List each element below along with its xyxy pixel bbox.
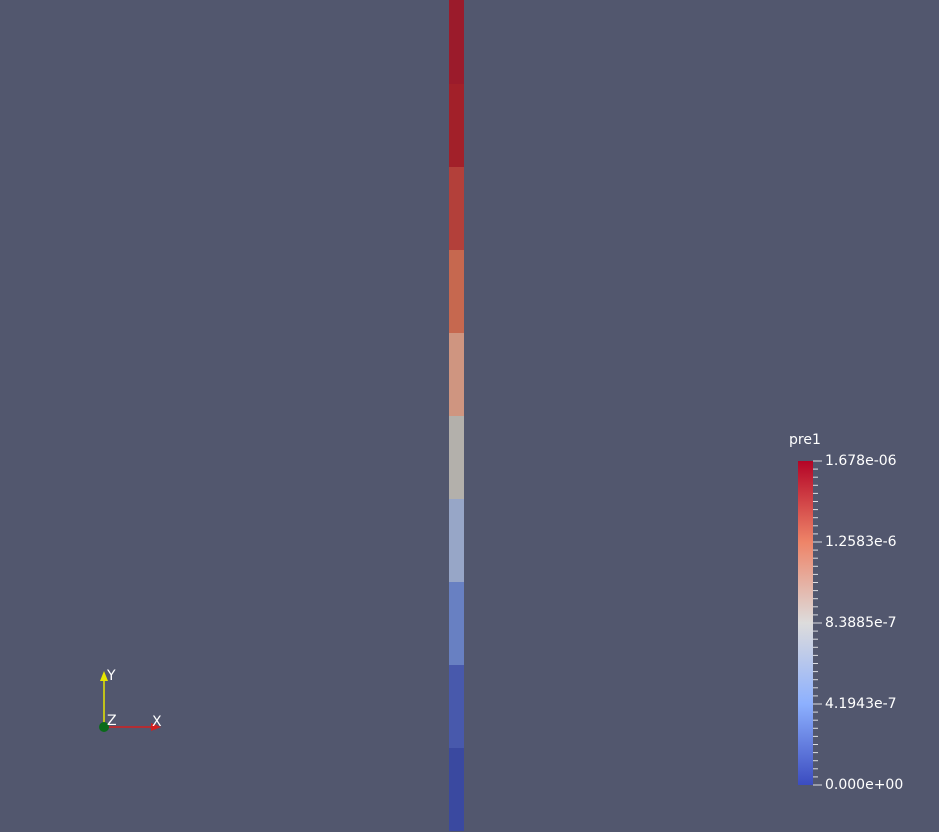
mesh-cell [449,665,464,748]
mesh-cell [449,416,464,499]
y-axis-label: Y [106,668,116,684]
z-axis [99,722,109,732]
color-legend: pre1 1.678e-06 1.2583e-6 8.3885e-7 4.1943e-… [789,432,903,793]
mesh-cell [449,582,464,665]
x-arrow [151,723,161,731]
mesh-cell [449,84,464,167]
legend-tick-label: 1.678e-06 [825,453,897,469]
mesh-cell [449,499,464,582]
mesh-cell [449,250,464,333]
orientation-axes: Y Z X [99,668,162,732]
mesh-cell [449,333,464,416]
column-mesh [449,0,464,831]
legend-tick-label: 1.2583e-6 [825,534,897,550]
legend-tick-label: 0.000e+00 [825,777,903,793]
y-arrow [100,671,108,681]
legend-tick-label: 4.1943e-7 [825,696,897,712]
mesh-cell [449,0,464,84]
mesh-cell [449,167,464,250]
legend-tick-label: 8.3885e-7 [825,615,897,631]
color-bar [798,461,813,785]
legend-title: pre1 [789,432,821,448]
x-axis-label: X [152,714,162,730]
z-axis-label: Z [107,713,117,729]
mesh-cell [449,748,464,831]
